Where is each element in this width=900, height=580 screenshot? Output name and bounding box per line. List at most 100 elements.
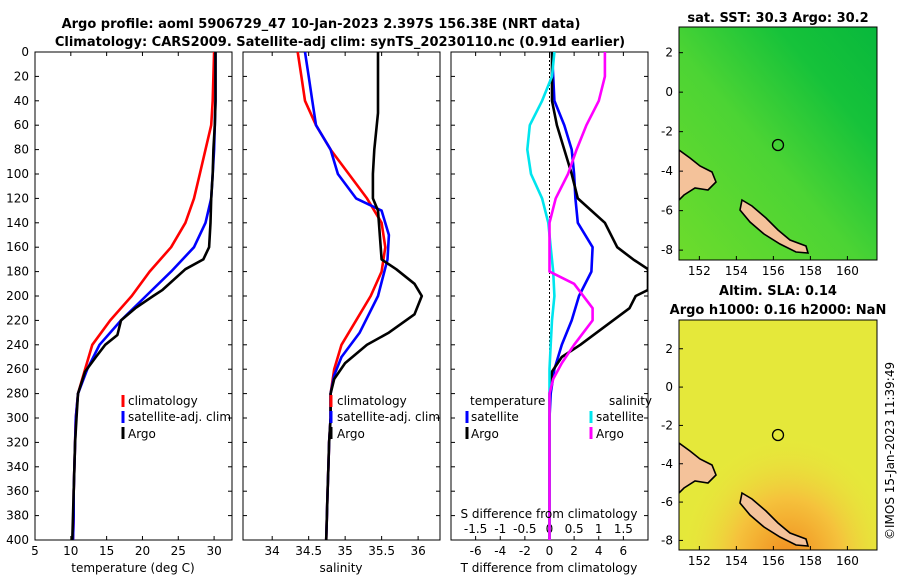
difference-xlabel: T difference from climatology <box>460 561 638 575</box>
x-tick-label: 34 <box>265 544 280 558</box>
map-lon-label: 160 <box>836 554 859 568</box>
map-lon-label: 158 <box>799 264 822 278</box>
profile-salinity-argo <box>548 52 607 540</box>
map-lat-label: -8 <box>661 533 673 547</box>
temperature-xlabel: temperature (deg C) <box>71 561 194 575</box>
salinity-legend: climatology satellite-adj. clim Argo <box>329 394 440 441</box>
map-lon-label: 154 <box>725 554 748 568</box>
sla-map-ticks: 152 154 156 158 160 2 0 -2 -4 -6 -8 <box>661 342 859 568</box>
x-tick-label: -6 <box>470 544 482 558</box>
x-tick-label: -4 <box>494 544 506 558</box>
map-lat-label: -4 <box>661 164 673 178</box>
profile-climatology <box>71 51 216 541</box>
map-lat-label: 0 <box>665 85 673 99</box>
map-lon-label: 154 <box>725 264 748 278</box>
depth-tick-label: 320 <box>6 435 29 449</box>
x-tick-label: 5 <box>31 544 39 558</box>
depth-tick-label: 260 <box>6 362 29 376</box>
depth-tick-label: 60 <box>14 118 29 132</box>
legend-t-argo: Argo <box>471 427 499 441</box>
profile-temperature-argo <box>548 52 648 540</box>
s-diff-tick-label: 1 <box>595 522 603 536</box>
depth-tick-label: 0 <box>21 45 29 59</box>
legend-salinity-title: salinity <box>609 394 652 408</box>
map-lon-label: 156 <box>762 554 785 568</box>
depth-tick-label: 400 <box>6 533 29 547</box>
legend-argo: Argo <box>337 427 365 441</box>
legend-temperature-title: temperature <box>470 394 545 408</box>
main-title-line2: Climatology: CARS2009. Satellite-adj cli… <box>55 35 625 50</box>
s-diff-tick-label: 0.5 <box>565 522 584 536</box>
sst-map-field <box>679 27 877 260</box>
profile-argo <box>71 52 217 541</box>
map-lat-label: -6 <box>661 495 673 509</box>
sst-map-title: sat. SST: 30.3 Argo: 30.2 <box>687 11 868 26</box>
x-tick-label: 15 <box>99 544 114 558</box>
s-diff-tick-label: -1.5 <box>464 522 487 536</box>
x-tick-label: 34.5 <box>295 544 322 558</box>
map-lon-label: 156 <box>762 264 785 278</box>
difference-legend: temperature salinity satellite Argo sate… <box>465 394 652 441</box>
depth-tick-label: 280 <box>6 387 29 401</box>
map-lat-label: -6 <box>661 204 673 218</box>
map-lon-label: 158 <box>799 554 822 568</box>
x-tick-label: 20 <box>135 544 150 558</box>
map-lon-label: 160 <box>836 264 859 278</box>
temperature-axes <box>34 51 233 541</box>
depth-tick-label: 120 <box>6 191 29 205</box>
x-tick-label: 35 <box>338 544 353 558</box>
legend-s-argo: Argo <box>596 427 624 441</box>
land-new-ireland <box>679 149 717 202</box>
map-lat-label: -2 <box>661 125 673 139</box>
salinity-xlabel: salinity <box>319 561 362 575</box>
sla-map-title-line2: Argo h1000: 0.16 h2000: NaN <box>670 303 887 318</box>
map-lon-label: 152 <box>688 554 711 568</box>
depth-tick-label: 80 <box>14 143 29 157</box>
imos-timestamp: ©IMOS 15-Jan-2023 11:39:49 <box>883 362 897 540</box>
x-tick-label: 30 <box>206 544 221 558</box>
land-new-ireland <box>679 442 717 495</box>
profile-climatology <box>296 51 387 541</box>
x-tick-label: 4 <box>595 544 603 558</box>
depth-tick-label: 340 <box>6 460 29 474</box>
depth-ticks: 0 20 40 60 80 100 120 140 160 180 200 220 240 260 280 3… <box>6 45 648 547</box>
legend-s-satellite: satellite <box>596 410 644 424</box>
map-lat-label: -4 <box>661 457 673 471</box>
map-lon-label: 152 <box>688 264 711 278</box>
x-tick-label: 2 <box>570 544 578 558</box>
legend-argo: Argo <box>128 427 156 441</box>
map-lat-label: 0 <box>665 380 673 394</box>
s-diff-tick-label: -1 <box>494 522 506 536</box>
salinity-axes <box>242 51 441 541</box>
legend-climatology: climatology <box>337 394 407 408</box>
map-lat-label: -8 <box>661 243 673 257</box>
depth-tick-label: 180 <box>6 265 29 279</box>
x-tick-label: 25 <box>171 544 186 558</box>
sla-map-glow <box>679 320 877 550</box>
depth-tick-label: 300 <box>6 411 29 425</box>
x-tick-label: -2 <box>519 544 531 558</box>
s-difference-label: S difference from climatology <box>461 507 638 521</box>
legend-satellite: satellite-adj. clim <box>128 410 231 424</box>
depth-tick-label: 240 <box>6 338 29 352</box>
legend-climatology: climatology <box>128 394 198 408</box>
depth-tick-label: 380 <box>6 509 29 523</box>
temperature-profiles <box>71 51 217 541</box>
sst-profile-marker <box>771 138 785 152</box>
x-tick-label: 35.5 <box>368 544 395 558</box>
map-lat-label: -2 <box>661 418 673 432</box>
x-ticks: 5 10 15 20 25 30 34 34.5 35 35.5 36 -6 -4 -2 0 2 4 6-1.5-… <box>31 52 633 558</box>
depth-tick-label: 100 <box>6 167 29 181</box>
depth-tick-label: 20 <box>14 69 29 83</box>
sst-map-frame <box>678 26 878 261</box>
land-bougainville <box>739 491 810 547</box>
depth-tick-label: 220 <box>6 313 29 327</box>
sst-map: 152 154 156 158 160 2 0 -2 -4 -6 -8 <box>661 26 878 278</box>
x-tick-label: 36 <box>410 544 425 558</box>
sla-map: 152 154 156 158 160 2 0 -2 -4 -6 -8 <box>661 319 878 568</box>
salinity-profiles <box>296 51 424 541</box>
legend-satellite: satellite-adj. clim <box>337 410 440 424</box>
map-lat-label: 2 <box>665 342 673 356</box>
x-tick-label: 10 <box>63 544 78 558</box>
